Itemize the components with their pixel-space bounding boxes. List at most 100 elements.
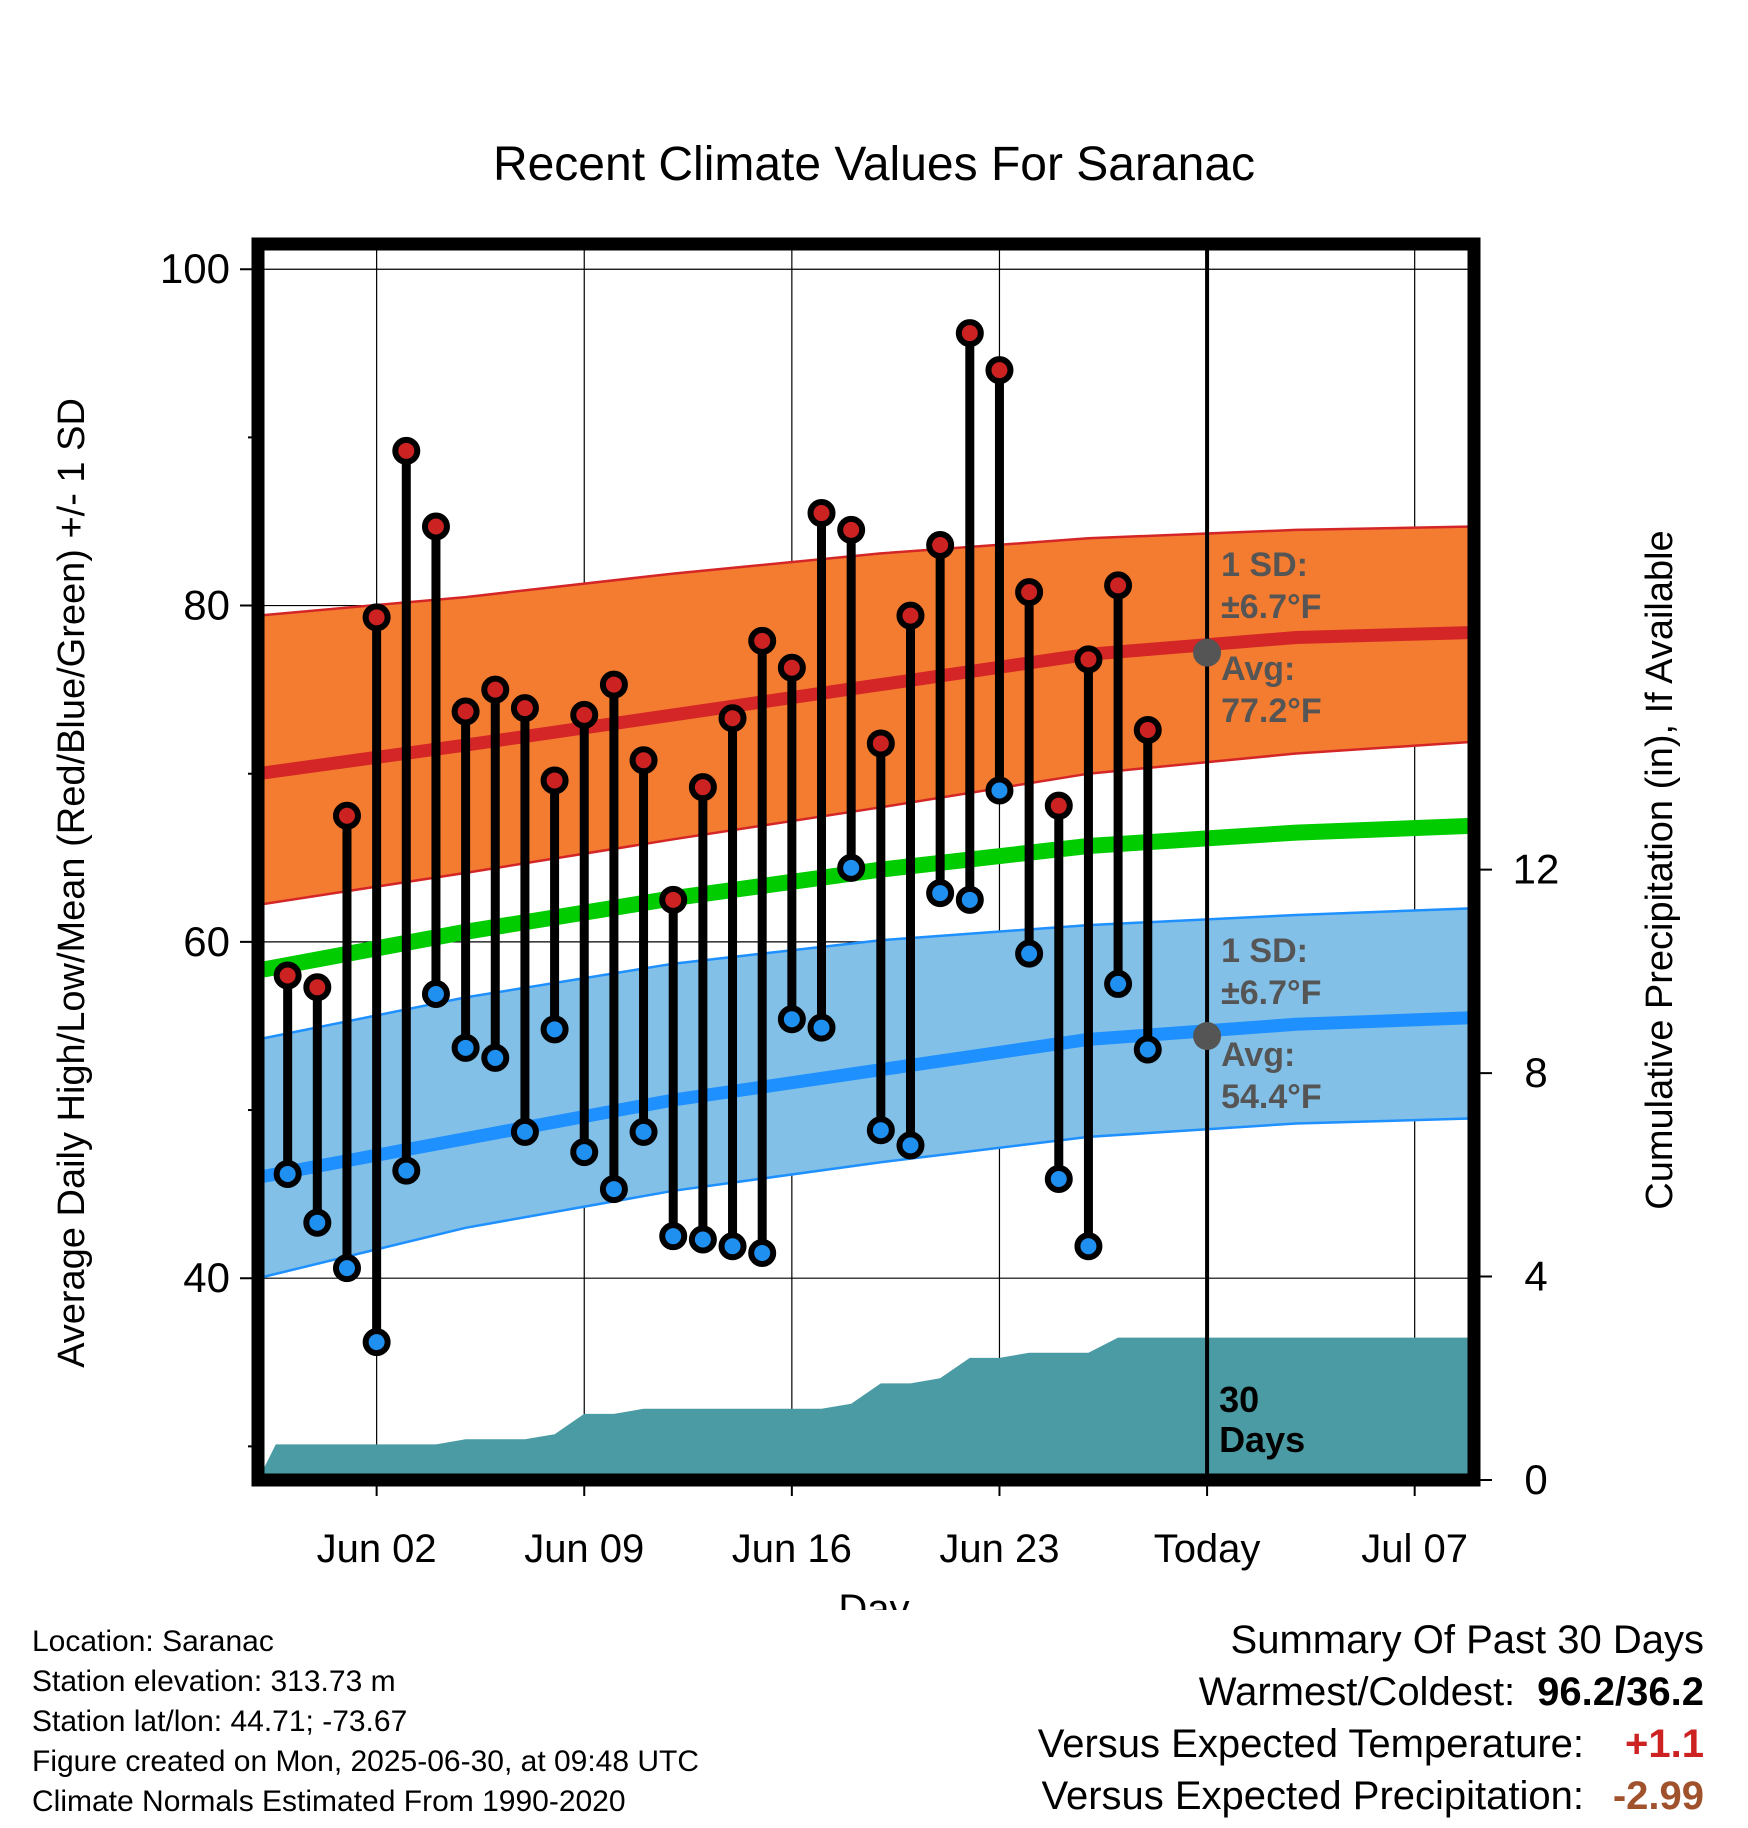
low-sd-value: ±6.7°F — [1221, 974, 1321, 1012]
day-low-point — [629, 1117, 658, 1146]
day-high-point — [1104, 571, 1133, 600]
day-low-point — [332, 1254, 361, 1283]
day-low-point — [866, 1116, 895, 1145]
temp-label: Versus Expected Temperature: — [1037, 1722, 1584, 1766]
day-low-point — [985, 776, 1014, 805]
high-sd-label: 1 SD: — [1221, 546, 1308, 584]
day-high-point — [896, 601, 925, 630]
low-avg-value: 54.4°F — [1221, 1078, 1322, 1116]
x-tick-label: Jun 09 — [524, 1527, 644, 1571]
y-axis-label-right: Cumulative Precipitation (in), If Availa… — [1639, 530, 1681, 1209]
plot-frame — [251, 237, 1481, 1487]
created-text: Figure created on Mon, 2025-06-30, at 09… — [32, 1745, 700, 1778]
day-low-point — [1074, 1232, 1103, 1261]
day-high-point — [748, 626, 777, 655]
y-tick-label-right: 4 — [1524, 1253, 1547, 1300]
day-low-point — [362, 1328, 391, 1357]
day-high-point — [629, 746, 658, 775]
plot-content — [258, 244, 1474, 1480]
summary-temp-row: Versus Expected Temperature: +1.1 — [1038, 1722, 1704, 1774]
day-low-point — [777, 1005, 806, 1034]
day-low-point — [807, 1013, 836, 1042]
day-low-point — [748, 1238, 777, 1267]
day-high-point — [332, 801, 361, 830]
day-high-point — [688, 773, 717, 802]
summary-panel: Summary Of Past 30 Days Warmest/Coldest:… — [1038, 1618, 1704, 1826]
day-low-point — [481, 1043, 510, 1072]
day-low-point — [421, 980, 450, 1009]
day-high-point — [540, 766, 569, 795]
day-low-point — [896, 1131, 925, 1160]
y-tick-label-left: 80 — [183, 582, 230, 629]
warmest-value: 96.2/36.2 — [1537, 1670, 1704, 1714]
high-sd-band — [258, 525, 1474, 907]
day-high-point — [866, 729, 895, 758]
today-low-avg-marker — [1193, 1022, 1222, 1051]
day-high-point — [1074, 645, 1103, 674]
day-high-point — [421, 512, 450, 541]
day-low-point — [718, 1232, 747, 1261]
plot-area: 1 SD: ±6.7°F Avg: 77.2°F 1 SD: ±6.7°F Avg: 54.4… — [160, 237, 1560, 1571]
day-low-point — [1015, 939, 1044, 968]
day-high-point — [807, 499, 836, 528]
day-high-point — [599, 670, 628, 699]
day-low-point — [451, 1033, 480, 1062]
today-high-avg-marker — [1193, 638, 1222, 667]
warmest-label: Warmest/Coldest: — [1198, 1670, 1516, 1714]
high-avg-label: Avg: — [1221, 650, 1295, 688]
days-label-text: Days — [1219, 1419, 1305, 1460]
day-low-point — [1104, 969, 1133, 998]
day-high-point — [718, 704, 747, 733]
day-high-point — [955, 319, 984, 348]
y-tick-label-right: 12 — [1513, 846, 1560, 893]
y-tick-label-right: 8 — [1524, 1049, 1547, 1096]
day-low-point — [837, 853, 866, 882]
y-axis-label-left: Average Daily High/Low/Mean (Red/Blue/Gr… — [51, 398, 93, 1368]
day-high-point — [303, 973, 332, 1002]
climate-chart: Recent Climate Values For Saranac 1 SD: ±… — [51, 138, 1681, 1610]
latlon-text: Station lat/lon: 44.71; -73.67 — [32, 1705, 408, 1738]
day-high-point — [985, 356, 1014, 385]
day-high-point — [777, 653, 806, 682]
day-low-point — [392, 1156, 421, 1185]
location-text: Location: Saranac — [32, 1625, 274, 1658]
y-tick-label-left: 40 — [183, 1254, 230, 1301]
day-high-point — [1015, 578, 1044, 607]
x-tick-label: Jun 02 — [317, 1527, 437, 1571]
y-tick-label-right: 0 — [1524, 1456, 1547, 1503]
summary-precip-row: Versus Expected Precipitation: -2.99 — [1038, 1774, 1704, 1826]
summary-warmest-row: Warmest/Coldest: 96.2/36.2 — [1038, 1670, 1704, 1722]
x-axis-label: Day — [838, 1587, 909, 1610]
day-low-point — [570, 1138, 599, 1167]
high-avg-value: 77.2°F — [1221, 692, 1322, 730]
day-low-point — [955, 885, 984, 914]
precip-label: Versus Expected Precipitation: — [1041, 1774, 1584, 1818]
normals-text: Climate Normals Estimated From 1990-2020 — [32, 1785, 626, 1818]
y-tick-label-left: 60 — [183, 918, 230, 965]
low-sd-label: 1 SD: — [1221, 932, 1308, 970]
day-high-point — [926, 531, 955, 560]
days-label-number: 30 — [1219, 1379, 1259, 1420]
day-high-point — [570, 700, 599, 729]
x-tick-label: Jun 16 — [732, 1527, 852, 1571]
day-low-point — [273, 1159, 302, 1188]
day-low-point — [599, 1175, 628, 1204]
elevation-text: Station elevation: 313.73 m — [32, 1665, 396, 1698]
y-tick-label-left: 100 — [160, 245, 230, 292]
day-high-point — [510, 694, 539, 723]
precip-value: -2.99 — [1612, 1774, 1704, 1818]
day-low-point — [1044, 1164, 1073, 1193]
day-low-point — [540, 1015, 569, 1044]
station-info: Location: Saranac Station elevation: 313… — [32, 1622, 699, 1822]
x-tick-label: Jul 07 — [1361, 1527, 1468, 1571]
day-high-point — [481, 675, 510, 704]
day-high-point — [451, 697, 480, 726]
temp-value: +1.1 — [1625, 1722, 1704, 1766]
day-low-point — [659, 1222, 688, 1251]
day-high-point — [362, 603, 391, 632]
day-high-point — [392, 436, 421, 465]
day-high-point — [837, 515, 866, 544]
low-avg-label: Avg: — [1221, 1036, 1295, 1074]
day-high-point — [659, 885, 688, 914]
day-high-point — [273, 961, 302, 990]
